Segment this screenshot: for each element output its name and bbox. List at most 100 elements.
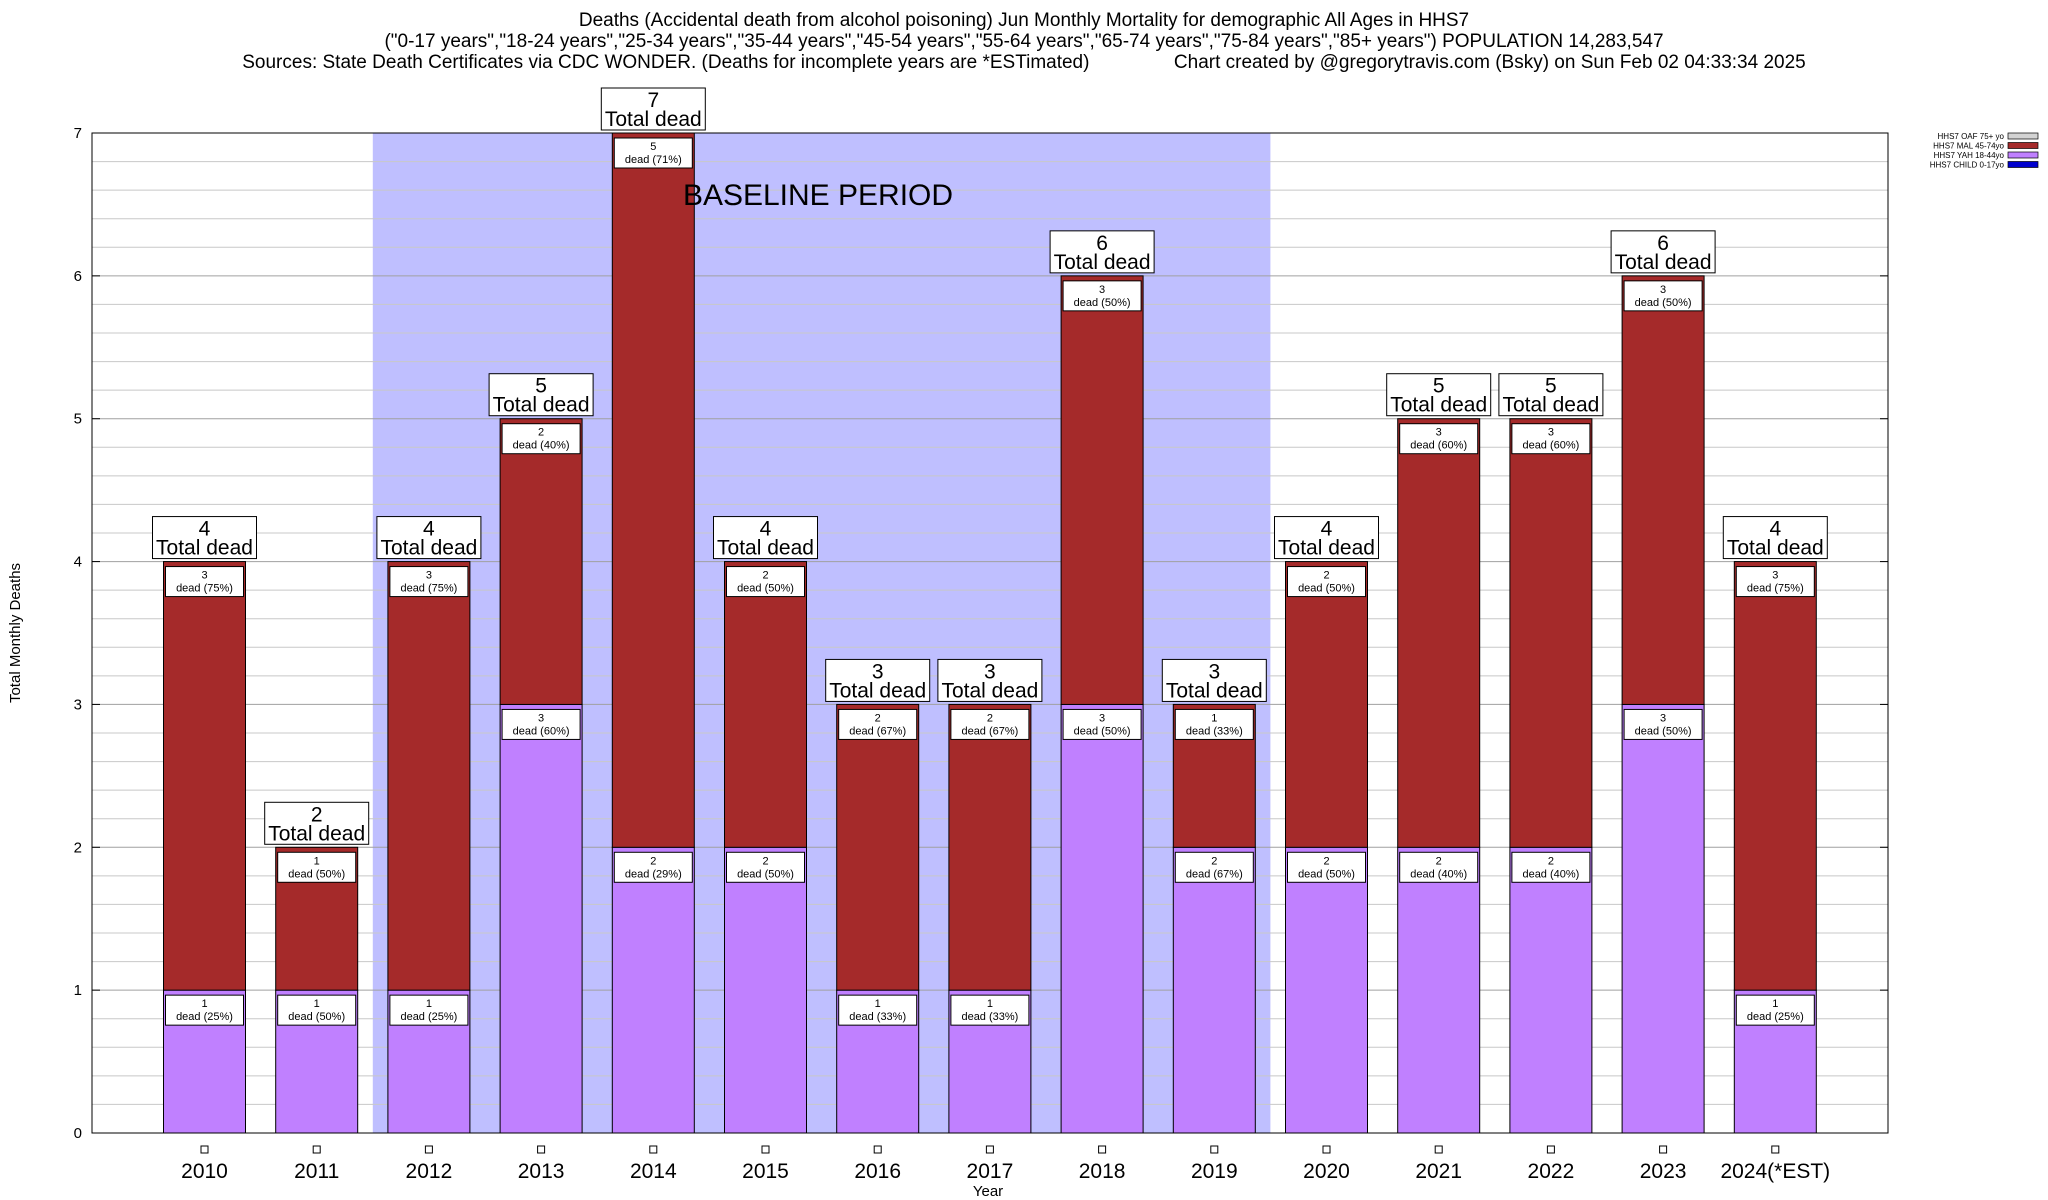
segment-count-label: 3	[1099, 284, 1105, 296]
segment-label-box	[613, 137, 693, 169]
total-count-label: 3	[984, 660, 996, 683]
segment-percent-label: dead (40%)	[513, 440, 570, 452]
x-tick-marker	[985, 1145, 994, 1154]
total-count-label: 4	[423, 518, 435, 541]
total-suffix-label: Total dead	[1054, 251, 1151, 274]
total-label-box	[488, 373, 594, 417]
segment-label-box	[277, 851, 357, 883]
title-line-1: Deaths (Accidental death from alcohol po…	[578, 10, 1470, 31]
bar-segment	[1733, 561, 1817, 991]
total-count-label: 4	[760, 518, 772, 541]
total-label-box	[1386, 373, 1492, 417]
segment-percent-label: dead (50%)	[1635, 725, 1692, 737]
segment-percent-label: dead (50%)	[737, 583, 794, 595]
x-tick-marker	[1546, 1145, 1555, 1154]
x-tick-label: 2015	[742, 1160, 789, 1183]
y-tick-label: 1	[74, 982, 82, 999]
x-tick-marker	[1210, 1145, 1219, 1154]
bar-segment	[1285, 561, 1368, 848]
total-suffix-label: Total dead	[605, 108, 702, 131]
total-count-label: 6	[1657, 232, 1669, 255]
baseline-period-label: BASELINE PERIOD	[683, 179, 953, 212]
segment-count-label: 1	[875, 998, 881, 1010]
segment-count-label: 2	[1548, 855, 1554, 867]
bar-segment	[1621, 703, 1705, 1134]
total-count-label: 5	[535, 375, 547, 398]
total-label-box	[152, 516, 257, 560]
total-suffix-label: Total dead	[1278, 537, 1375, 560]
legend-label: HHS7 YAH 18-44yo	[1934, 151, 2005, 160]
total-count-label: 4	[199, 518, 211, 541]
segment-count-label: 2	[875, 712, 881, 724]
segment-label-box	[1623, 708, 1703, 740]
segment-percent-label: dead (33%)	[1186, 725, 1243, 737]
x-tick-label: 2014	[630, 1160, 677, 1183]
x-axis-label: Year	[973, 1183, 1003, 1200]
total-suffix-label: Total dead	[493, 394, 590, 417]
bar-segment	[1172, 846, 1256, 1134]
segment-percent-label: dead (67%)	[961, 725, 1018, 737]
segment-count-label: 2	[762, 855, 768, 867]
segment-percent-label: dead (50%)	[737, 868, 794, 880]
segment-label-box	[277, 994, 357, 1026]
total-suffix-label: Total dead	[156, 537, 253, 560]
segment-count-label: 2	[1211, 855, 1217, 867]
total-label-box	[937, 658, 1043, 702]
bar-segment	[499, 418, 583, 705]
segment-label-box	[389, 994, 469, 1026]
x-tick-marker	[1322, 1145, 1331, 1154]
segment-count-label: 3	[201, 570, 207, 582]
segment-count-label: 2	[650, 855, 656, 867]
total-label-box	[1498, 373, 1604, 417]
segment-label-box	[165, 566, 244, 598]
segment-label-box	[1287, 566, 1366, 598]
total-suffix-label: Total dead	[1502, 394, 1599, 417]
y-tick-label: 5	[74, 411, 82, 428]
x-tick-marker	[537, 1145, 546, 1154]
x-tick-marker	[1098, 1145, 1107, 1154]
segment-label-box	[726, 566, 805, 598]
total-count-label: 3	[872, 660, 884, 683]
segment-count-label: 1	[314, 855, 320, 867]
bar-segment	[1397, 418, 1481, 848]
total-suffix-label: Total dead	[1166, 679, 1263, 702]
total-label-box	[1722, 516, 1828, 560]
segment-count-label: 5	[650, 141, 656, 153]
total-label-box	[1161, 658, 1267, 702]
legend-swatch	[2007, 151, 2039, 159]
segment-count-label: 1	[314, 998, 320, 1010]
total-count-label: 7	[647, 89, 659, 112]
legend-swatch	[2007, 161, 2039, 168]
total-label-box	[376, 516, 482, 560]
total-label-box	[1049, 230, 1155, 274]
bar-segment	[1060, 275, 1144, 705]
total-label-box	[264, 801, 370, 845]
segment-count-label: 2	[987, 712, 993, 724]
total-count-label: 4	[1321, 518, 1333, 541]
total-suffix-label: Total dead	[829, 679, 926, 702]
x-tick-label: 2019	[1191, 1160, 1238, 1183]
plot-border	[91, 132, 1889, 1134]
total-count-label: 5	[1545, 375, 1557, 398]
total-count-label: 2	[311, 803, 323, 826]
bar-segment	[724, 561, 807, 848]
total-suffix-label: Total dead	[1727, 537, 1824, 560]
x-tick-marker	[424, 1145, 433, 1154]
bar-segment	[1285, 846, 1368, 1134]
x-tick-label: 2023	[1640, 1160, 1687, 1183]
segment-percent-label: dead (67%)	[849, 725, 906, 737]
x-tick-label: 2022	[1528, 1160, 1575, 1183]
segment-count-label: 2	[1323, 570, 1329, 582]
segment-count-label: 3	[1660, 284, 1666, 296]
x-tick-label: 2010	[181, 1160, 228, 1183]
x-tick-label: 2012	[406, 1160, 453, 1183]
segment-count-label: 1	[426, 998, 432, 1010]
segment-label-box	[389, 566, 469, 598]
chart-title: Deaths (Accidental death from alcohol po…	[0, 10, 2048, 73]
segment-percent-label: dead (50%)	[1298, 583, 1355, 595]
total-count-label: 5	[1433, 375, 1445, 398]
segment-label-box	[165, 994, 244, 1026]
x-tick-marker	[200, 1145, 209, 1154]
segment-percent-label: dead (40%)	[1410, 868, 1467, 880]
